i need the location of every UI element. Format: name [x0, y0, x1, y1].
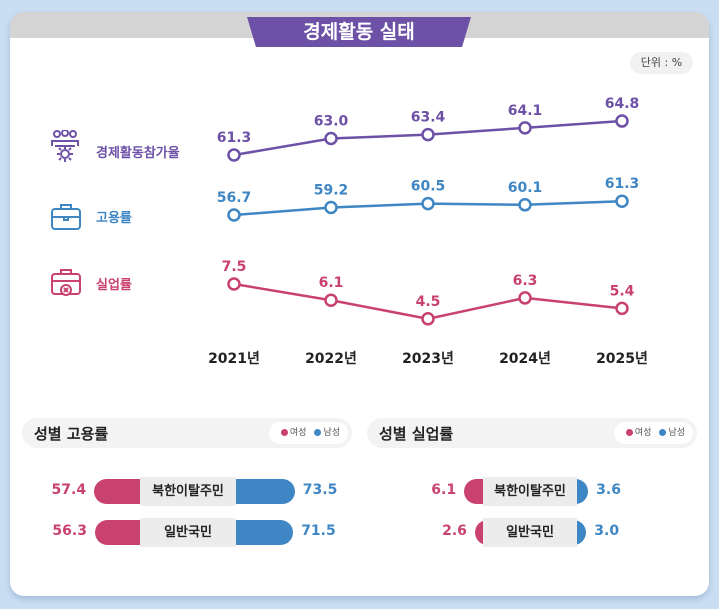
- data-label: 6.3: [513, 273, 538, 289]
- data-label: 63.0: [314, 114, 349, 130]
- x-tick-label: 2023년: [402, 351, 454, 367]
- female-value: 2.6: [442, 523, 467, 539]
- female-bar: [94, 520, 146, 545]
- legend-male: 남성: [323, 428, 340, 438]
- legend-female: 여성: [289, 428, 307, 438]
- male-value: 3.0: [594, 523, 620, 539]
- female-dot-icon: [625, 429, 633, 436]
- legend: 여성 남성: [268, 422, 348, 444]
- data-point: [518, 121, 532, 135]
- legend-male: 남성: [668, 428, 685, 438]
- legend: 여성 남성: [613, 422, 693, 444]
- x-tick-label: 2025년: [596, 351, 648, 367]
- data-point: [518, 198, 532, 212]
- category-label: 일반국민: [140, 518, 236, 547]
- data-label: 64.8: [605, 96, 640, 112]
- unemployment-panel-header: 성별 실업률 여성 남성: [367, 418, 697, 448]
- male-dot-icon: [314, 429, 322, 436]
- male-value: 3.6: [596, 482, 621, 498]
- category-label: 북한이탈주민: [483, 477, 577, 506]
- female-dot-icon: [280, 429, 288, 436]
- row-label-unemployment: 실업률: [96, 278, 132, 293]
- data-label: 60.5: [411, 179, 446, 195]
- data-point: [615, 114, 629, 128]
- category-label: 북한이탈주민: [140, 477, 236, 506]
- data-label: 59.2: [314, 183, 349, 199]
- data-label: 56.7: [217, 190, 252, 206]
- data-label: 7.5: [222, 259, 247, 275]
- data-label: 6.1: [319, 275, 344, 291]
- data-label: 63.4: [411, 110, 446, 126]
- male-value: 73.5: [302, 482, 338, 498]
- data-point: [421, 312, 435, 326]
- data-point: [324, 131, 338, 146]
- row-label-employment: 고용률: [96, 211, 132, 226]
- legend-female: 여성: [634, 428, 652, 438]
- employment-panel-title: 성별 고용률: [34, 425, 109, 443]
- briefcase-x-icon: [51, 269, 81, 296]
- female-value: 56.3: [52, 523, 87, 539]
- people-gear-icon: [51, 130, 79, 162]
- page-title: 경제활동 실태: [247, 17, 471, 47]
- data-point: [421, 196, 435, 211]
- employment-panel-header: 성별 고용률 여성 남성: [22, 418, 352, 448]
- male-value: 71.5: [301, 523, 336, 539]
- data-label: 61.3: [217, 130, 252, 146]
- x-tick-label: 2024년: [499, 351, 551, 367]
- data-point: [421, 127, 435, 142]
- male-bar: [230, 520, 294, 545]
- data-point: [615, 194, 629, 208]
- data-label: 60.1: [508, 180, 543, 196]
- x-tick-label: 2022년: [305, 351, 357, 367]
- male-bar: [230, 479, 295, 504]
- female-value: 6.1: [431, 482, 457, 498]
- female-value: 57.4: [51, 482, 87, 498]
- data-label: 4.5: [416, 294, 441, 310]
- male-dot-icon: [659, 429, 667, 436]
- unit-label: 단위 : %: [630, 52, 693, 74]
- data-point: [518, 291, 532, 305]
- row-label-participation: 경제활동참가율: [96, 146, 180, 161]
- data-point: [227, 277, 241, 291]
- data-point: [615, 301, 629, 316]
- unemployment-panel-title: 성별 실업률: [379, 425, 454, 443]
- briefcase-icon: [51, 204, 81, 230]
- data-label: 5.4: [610, 283, 635, 299]
- data-point: [324, 293, 338, 307]
- data-label: 61.3: [605, 176, 640, 192]
- data-point: [324, 200, 338, 215]
- data-point: [227, 148, 241, 162]
- category-label: 일반국민: [483, 518, 577, 547]
- x-tick-label: 2021년: [208, 351, 260, 367]
- female-bar: [94, 479, 146, 504]
- data-label: 64.1: [508, 103, 543, 119]
- line-chart: 61.3 63.0 63.4 64.1 64.8 56.7 59.2 60.5 60.1 61.3…: [217, 96, 640, 326]
- data-point: [227, 208, 241, 222]
